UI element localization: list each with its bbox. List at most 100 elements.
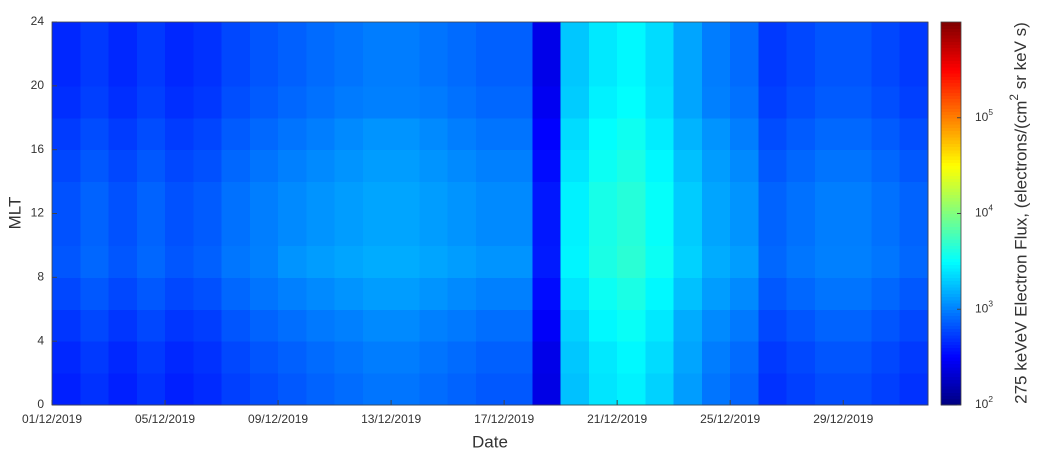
cell [108, 22, 138, 55]
cell [786, 213, 816, 246]
colorbar-step [941, 101, 961, 106]
colorbar-step [941, 133, 961, 138]
cell [871, 373, 901, 406]
cell [899, 53, 929, 87]
cell [814, 245, 844, 278]
y-axis-label: MLT [5, 197, 24, 230]
colorbar-step [941, 210, 961, 215]
cell [362, 213, 392, 246]
colorbar-step [941, 60, 961, 65]
cell [758, 22, 788, 55]
colorbar-step [941, 258, 961, 262]
cell [108, 53, 138, 87]
cell [362, 85, 392, 119]
x-tick-label: 17/12/2019 [474, 412, 534, 426]
colorbar-step [941, 306, 961, 310]
cell [588, 213, 618, 246]
colorbar-step [941, 318, 961, 323]
colorbar-step [941, 232, 961, 237]
colorbar-step [941, 197, 961, 202]
cell [306, 22, 336, 55]
cell [136, 22, 166, 55]
cell [504, 53, 533, 87]
y-tick-label: 20 [31, 78, 45, 92]
cell [447, 213, 477, 246]
colorbar [941, 22, 961, 406]
cell [80, 117, 110, 151]
cell [52, 117, 81, 151]
cell [165, 53, 194, 87]
cell [814, 22, 844, 55]
cell [475, 373, 505, 406]
cell [391, 117, 420, 151]
cell [588, 117, 618, 151]
colorbar-step [941, 254, 961, 259]
colorbar-step [941, 44, 961, 49]
cell [504, 149, 533, 183]
colorbar-step [941, 152, 961, 157]
cell [334, 117, 364, 151]
cell [306, 309, 336, 342]
cell [899, 245, 929, 278]
cell [560, 85, 590, 119]
cell [221, 85, 251, 119]
colorbar-step [941, 191, 961, 195]
cell [758, 213, 788, 246]
cell [391, 149, 420, 183]
cell [701, 277, 731, 310]
cell [843, 341, 872, 374]
cell [899, 22, 929, 55]
colorbar-step [941, 277, 961, 282]
cell [193, 309, 223, 342]
cell [786, 53, 816, 87]
cell [362, 181, 392, 214]
cell [306, 341, 336, 374]
colorbar-step [941, 143, 961, 148]
colorbar-step [941, 159, 961, 164]
cell [617, 181, 646, 214]
colorbar-step [941, 395, 961, 400]
cell [52, 277, 81, 310]
cell [786, 309, 816, 342]
cell [165, 181, 194, 214]
cell [758, 277, 788, 310]
colorbar-step [941, 379, 961, 384]
cell [108, 245, 138, 278]
colorbar-step [941, 245, 961, 250]
cell [475, 309, 505, 342]
cell [617, 277, 646, 310]
cell [843, 309, 872, 342]
cell [532, 85, 562, 119]
cell [504, 309, 533, 342]
cell [532, 213, 562, 246]
cell [136, 181, 166, 214]
colorbar-step [941, 108, 961, 112]
cell [306, 245, 336, 278]
colorbar-step [941, 219, 961, 224]
cell [391, 53, 420, 87]
colorbar-step [941, 76, 961, 81]
cell [588, 245, 618, 278]
cell [730, 245, 759, 278]
colorbar-step [941, 47, 961, 52]
cell [165, 245, 194, 278]
colorbar-step [941, 382, 961, 387]
colorbar-step [941, 229, 961, 234]
cell [221, 53, 251, 87]
cell [730, 22, 759, 55]
colorbar-step [941, 251, 961, 256]
cell [108, 277, 138, 310]
cell [391, 277, 420, 310]
cell [645, 22, 675, 55]
cell [278, 341, 307, 374]
cell [899, 213, 929, 246]
cell [391, 22, 420, 55]
cell [730, 149, 759, 183]
colorbar-step [941, 344, 961, 349]
cell [52, 213, 81, 246]
colorbar-step [941, 341, 961, 345]
cell [136, 53, 166, 87]
cell [758, 149, 788, 183]
colorbar-step [941, 37, 961, 42]
cell [278, 245, 307, 278]
